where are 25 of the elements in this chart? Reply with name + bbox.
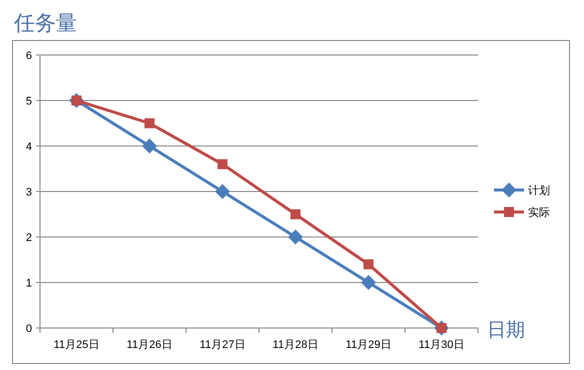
y-tick-label: 3 (26, 186, 32, 198)
x-tick-label: 11月25日 (54, 339, 100, 351)
y-tick-label: 6 (26, 50, 32, 62)
y-tick-label: 2 (26, 232, 32, 244)
point (288, 230, 303, 244)
x-tick-label: 11月29日 (346, 339, 392, 351)
point (290, 209, 300, 220)
x-tick-label: 11月27日 (200, 339, 246, 351)
point (218, 159, 228, 170)
point (142, 138, 157, 154)
point (144, 118, 154, 128)
point (215, 184, 230, 199)
y-tick-label: 0 (26, 323, 32, 335)
y-tick-label: 1 (26, 278, 32, 290)
point (361, 275, 376, 290)
legend-label: 实际 (528, 206, 550, 219)
y-axis-title: 任务量 (13, 12, 77, 35)
y-tick-label: 4 (26, 141, 32, 153)
x-tick-label: 11月28日 (272, 339, 318, 351)
y-tick-label: 5 (26, 96, 32, 108)
x-tick-label: 11月30日 (418, 339, 464, 351)
x-axis-title: 日期 (487, 320, 525, 341)
x-tick-label: 11月26日 (126, 339, 172, 351)
legend-label: 计划 (528, 184, 550, 197)
point (364, 259, 374, 270)
